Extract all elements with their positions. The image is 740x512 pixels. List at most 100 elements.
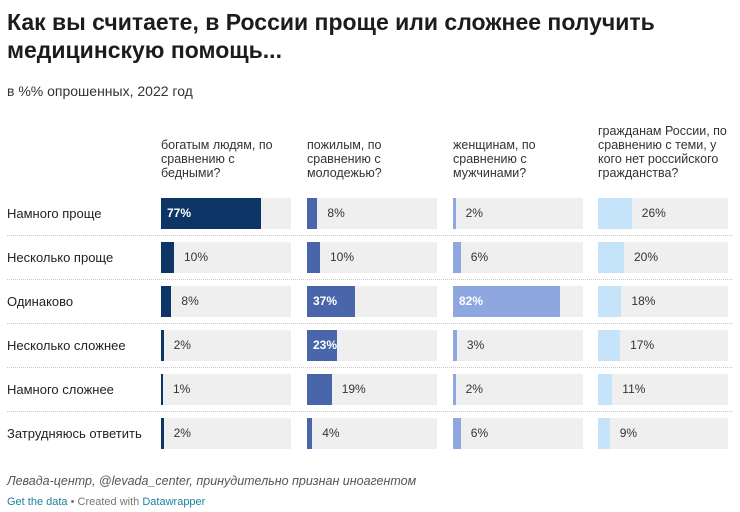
bar-track <box>161 330 291 361</box>
bar-value-label: 23% <box>313 338 338 352</box>
bar <box>161 330 164 361</box>
bar <box>161 374 163 405</box>
bar <box>598 286 622 317</box>
datawrapper-link[interactable]: Datawrapper <box>142 496 206 508</box>
bar-value-label: 8% <box>327 206 345 220</box>
bar-cell: 1% <box>161 374 291 405</box>
bar-cell: 6% <box>453 242 583 273</box>
bar-track <box>161 374 291 405</box>
row-label: Одинаково <box>7 294 74 309</box>
bar-value-label: 6% <box>470 250 489 264</box>
bar <box>453 198 456 229</box>
bar-value-label: 26% <box>641 206 666 220</box>
bar-track <box>453 242 583 273</box>
row-separator <box>7 367 732 368</box>
bar-cell: 26% <box>598 198 728 229</box>
column-header-2: пожилым, по сравнению с молодежью? <box>307 138 382 180</box>
bar-cell: 2% <box>161 330 291 361</box>
bar-value-label: 2% <box>465 206 483 220</box>
bar-value-label: 1% <box>173 382 191 396</box>
bar-cell: 11% <box>598 374 728 405</box>
chart-title: Как вы считаете, в России проще или слож… <box>7 9 655 63</box>
bar-cell: 82% <box>453 286 583 317</box>
bar-track <box>307 242 437 273</box>
chart-subtitle: в %% опрошенных, 2022 год <box>7 83 193 99</box>
bar-value-label: 3% <box>466 338 485 352</box>
row-separator <box>7 323 732 324</box>
bar <box>453 286 560 317</box>
bar-cell: 20% <box>598 242 728 273</box>
bar-track <box>598 418 728 449</box>
created-with-label: Created with <box>77 496 140 508</box>
bar <box>307 330 337 361</box>
bar <box>161 242 174 273</box>
bar-value-label: 18% <box>631 294 656 308</box>
bar-value-label: 11% <box>622 382 646 396</box>
bar-cell: 17% <box>598 330 728 361</box>
column-header-4: гражданам России, по сравнению с теми, у… <box>598 124 727 180</box>
bar <box>161 198 262 229</box>
bar <box>307 286 356 317</box>
bar <box>307 242 320 273</box>
bar-cell: 2% <box>453 374 583 405</box>
bar-cell: 2% <box>453 198 583 229</box>
bar-cell: 2% <box>161 418 291 449</box>
bar-value-label: 10% <box>184 250 209 264</box>
bar <box>161 286 172 317</box>
bar-cell: 9% <box>598 418 728 449</box>
chart-source: Левада-центр, @levada_center, принудител… <box>7 474 417 488</box>
row-separator <box>7 279 732 280</box>
bar-value-label: 2% <box>465 382 483 396</box>
bar-value-label: 6% <box>470 426 489 440</box>
bar-track <box>161 242 291 273</box>
bar <box>598 418 610 449</box>
bar-value-label: 17% <box>630 338 655 352</box>
bar-cell: 10% <box>161 242 291 273</box>
row-label: Затрудняюсь ответить <box>7 426 142 441</box>
row-label: Несколько сложнее <box>7 338 126 353</box>
bar-cell: 77% <box>161 198 291 229</box>
bar-value-label: 82% <box>459 294 484 308</box>
bar-track <box>453 374 583 405</box>
bar-value-label: 9% <box>619 426 638 440</box>
bar <box>307 374 332 405</box>
row-separator <box>7 235 732 236</box>
bar-value-label: 37% <box>313 294 338 308</box>
bar-cell: 37% <box>307 286 437 317</box>
bar-cell: 19% <box>307 374 437 405</box>
bar <box>307 198 318 229</box>
bar-track <box>598 374 728 405</box>
bar-value-label: 2% <box>173 338 191 352</box>
bar <box>307 418 313 449</box>
bar-track <box>307 418 437 449</box>
bar-value-label: 19% <box>341 382 366 396</box>
bar-value-label: 4% <box>322 426 340 440</box>
bar-cell: 8% <box>307 198 437 229</box>
bar-track <box>161 418 291 449</box>
bar <box>598 330 621 361</box>
row-label: Намного проще <box>7 206 102 221</box>
bar-cell: 6% <box>453 418 583 449</box>
bar-cell: 8% <box>161 286 291 317</box>
bar <box>598 198 632 229</box>
bar-track <box>453 330 583 361</box>
bar-cell: 18% <box>598 286 728 317</box>
get-data-link[interactable]: Get the data <box>7 496 68 508</box>
bar-track <box>307 198 437 229</box>
bar-track <box>453 198 583 229</box>
bar-value-label: 77% <box>167 206 192 220</box>
row-separator <box>7 411 732 412</box>
bar <box>453 242 461 273</box>
footer-separator: • <box>70 496 75 508</box>
bar-cell: 23% <box>307 330 437 361</box>
bar-cell: 10% <box>307 242 437 273</box>
bar <box>453 330 457 361</box>
row-label: Несколько проще <box>7 250 114 265</box>
bar <box>598 374 613 405</box>
chart-footer: Get the data • Created with Datawrapper <box>7 496 205 508</box>
bar <box>161 418 164 449</box>
bar-value-label: 10% <box>330 250 355 264</box>
bar-track <box>453 418 583 449</box>
bar <box>453 374 456 405</box>
bar-value-label: 2% <box>173 426 191 440</box>
